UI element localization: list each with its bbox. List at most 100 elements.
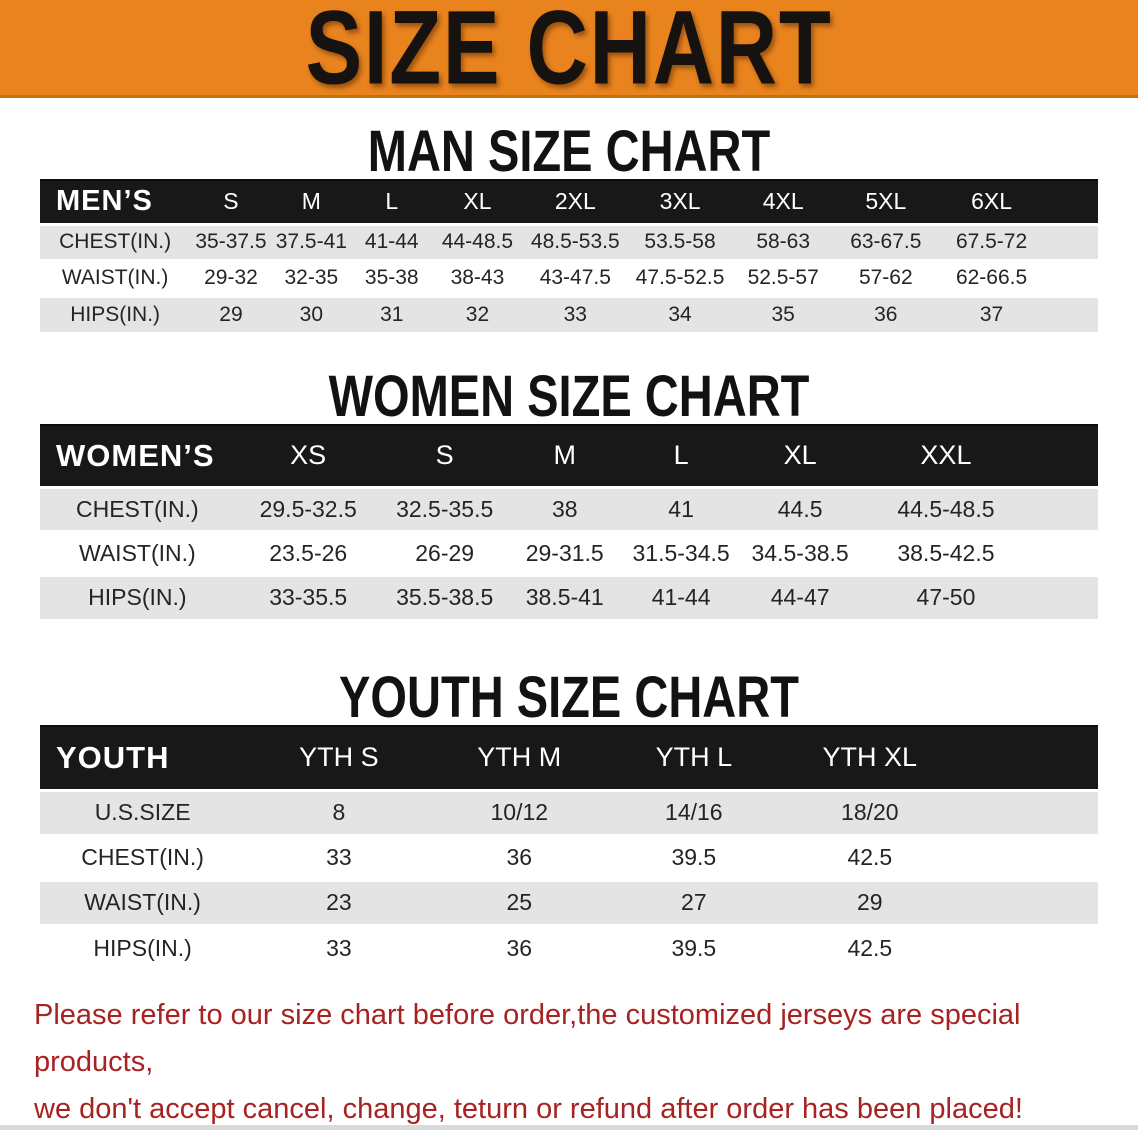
size-cell: 42.5 bbox=[781, 923, 1098, 970]
men-section-heading: MAN SIZE CHART bbox=[367, 117, 771, 184]
size-cell: 29 bbox=[781, 878, 1098, 925]
row-label: U.S.SIZE bbox=[40, 788, 246, 835]
women-corner-label: WOMEN’S bbox=[40, 424, 235, 488]
row-label: HIPS(IN.) bbox=[40, 573, 235, 619]
size-cell: 32 bbox=[432, 294, 523, 332]
youth-corner-label: YOUTH bbox=[40, 725, 246, 791]
men-column-header: XL bbox=[432, 179, 523, 225]
size-cell: 63-67.5 bbox=[834, 222, 938, 260]
table-row: CHEST(IN.) 33 36 39.5 42.5 bbox=[40, 833, 1098, 880]
size-cell: 33 bbox=[245, 833, 433, 880]
size-cell: 35.5-38.5 bbox=[381, 573, 508, 619]
size-cell: 32-35 bbox=[271, 258, 352, 296]
size-cell: 23.5-26 bbox=[234, 529, 382, 575]
women-column-header: S bbox=[381, 424, 508, 488]
size-cell: 53.5-58 bbox=[628, 222, 732, 260]
row-label: HIPS(IN.) bbox=[40, 923, 246, 970]
size-cell: 39.5 bbox=[606, 833, 782, 880]
size-cell: 37 bbox=[937, 294, 1098, 332]
men-column-header: 6XL bbox=[937, 179, 1098, 225]
men-size-table: MEN’S S M L XL 2XL 3XL 4XL 5XL 6XL CHEST… bbox=[40, 179, 1098, 332]
size-cell: 14/16 bbox=[606, 788, 782, 835]
disclaimer-line-2: we don't accept cancel, change, teturn o… bbox=[34, 1092, 1023, 1125]
size-cell: 26-29 bbox=[381, 529, 508, 575]
youth-section: YOUTH SIZE CHART YOUTH YTH S YTH M YTH L… bbox=[0, 663, 1138, 970]
table-row: CHEST(IN.) 29.5-32.5 32.5-35.5 38 41 44.… bbox=[40, 485, 1098, 531]
size-cell: 29 bbox=[190, 294, 272, 332]
table-row: U.S.SIZE 8 10/12 14/16 18/20 bbox=[40, 788, 1098, 835]
size-cell: 44.5-48.5 bbox=[859, 485, 1098, 531]
table-row: CHEST(IN.) 35-37.5 37.5-41 41-44 44-48.5… bbox=[40, 222, 1098, 260]
size-cell: 25 bbox=[432, 878, 607, 925]
men-column-header: L bbox=[351, 179, 433, 225]
size-cell: 18/20 bbox=[781, 788, 1098, 835]
size-cell: 31.5-34.5 bbox=[621, 529, 741, 575]
men-header-row: MEN’S S M L XL 2XL 3XL 4XL 5XL 6XL bbox=[40, 179, 1098, 225]
youth-column-header: YTH XL bbox=[781, 725, 1098, 791]
women-column-header: L bbox=[621, 424, 741, 488]
women-section-heading: WOMEN SIZE CHART bbox=[328, 362, 810, 429]
size-cell: 10/12 bbox=[432, 788, 607, 835]
youth-section-heading: YOUTH SIZE CHART bbox=[339, 663, 799, 730]
men-column-header: M bbox=[271, 179, 352, 225]
size-cell: 31 bbox=[351, 294, 433, 332]
row-label: CHEST(IN.) bbox=[40, 485, 235, 531]
women-size-table: WOMEN’S XS S M L XL XXL CHEST(IN.) 29.5-… bbox=[40, 424, 1098, 619]
size-cell: 36 bbox=[834, 294, 938, 332]
men-column-header: S bbox=[190, 179, 272, 225]
size-cell: 35-38 bbox=[351, 258, 433, 296]
size-cell: 41 bbox=[621, 485, 741, 531]
disclaimer: Please refer to our size chart before or… bbox=[0, 992, 1138, 1133]
size-cell: 58-63 bbox=[731, 222, 835, 260]
women-column-header: XXL bbox=[859, 424, 1098, 488]
size-cell: 67.5-72 bbox=[937, 222, 1098, 260]
size-cell: 34 bbox=[628, 294, 732, 332]
row-label: WAIST(IN.) bbox=[40, 529, 235, 575]
size-cell: 30 bbox=[271, 294, 352, 332]
table-row: HIPS(IN.) 29 30 31 32 33 34 35 36 37 bbox=[40, 294, 1098, 332]
size-cell: 38 bbox=[507, 485, 622, 531]
men-column-header: 3XL bbox=[628, 179, 732, 225]
size-cell: 33 bbox=[245, 923, 433, 970]
size-cell: 23 bbox=[245, 878, 433, 925]
size-cell: 38.5-42.5 bbox=[859, 529, 1098, 575]
size-cell: 62-66.5 bbox=[937, 258, 1098, 296]
youth-size-table: YOUTH YTH S YTH M YTH L YTH XL U.S.SIZE … bbox=[40, 725, 1098, 970]
row-label: CHEST(IN.) bbox=[40, 833, 246, 880]
banner-title: SIZE CHART bbox=[305, 0, 833, 107]
banner: SIZE CHART bbox=[0, 0, 1138, 107]
size-cell: 41-44 bbox=[351, 222, 433, 260]
men-column-header: 4XL bbox=[731, 179, 835, 225]
table-row: HIPS(IN.) 33-35.5 35.5-38.5 38.5-41 41-4… bbox=[40, 573, 1098, 619]
size-cell: 48.5-53.5 bbox=[522, 222, 629, 260]
men-column-header: 5XL bbox=[834, 179, 938, 225]
size-cell: 36 bbox=[432, 923, 607, 970]
women-header-row: WOMEN’S XS S M L XL XXL bbox=[40, 424, 1098, 488]
size-cell: 37.5-41 bbox=[271, 222, 352, 260]
size-cell: 47.5-52.5 bbox=[628, 258, 732, 296]
size-cell: 43-47.5 bbox=[522, 258, 629, 296]
size-cell: 38-43 bbox=[432, 258, 523, 296]
size-cell: 33 bbox=[522, 294, 629, 332]
men-column-header: 2XL bbox=[522, 179, 629, 225]
size-cell: 36 bbox=[432, 833, 607, 880]
size-cell: 44-47 bbox=[740, 573, 860, 619]
youth-column-header: YTH M bbox=[432, 725, 607, 791]
bottom-divider bbox=[0, 1125, 1138, 1130]
size-cell: 41-44 bbox=[621, 573, 741, 619]
size-cell: 34.5-38.5 bbox=[740, 529, 860, 575]
row-label: CHEST(IN.) bbox=[40, 222, 191, 260]
size-cell: 52.5-57 bbox=[731, 258, 835, 296]
size-cell: 33-35.5 bbox=[234, 573, 382, 619]
row-label: WAIST(IN.) bbox=[40, 878, 246, 925]
women-column-header: XL bbox=[740, 424, 860, 488]
youth-column-header: YTH S bbox=[245, 725, 433, 791]
size-cell: 35-37.5 bbox=[190, 222, 272, 260]
youth-column-header: YTH L bbox=[606, 725, 782, 791]
size-cell: 29-32 bbox=[190, 258, 272, 296]
size-cell: 35 bbox=[731, 294, 835, 332]
women-section: WOMEN SIZE CHART WOMEN’S XS S M L XL XXL bbox=[0, 362, 1138, 619]
women-column-header: XS bbox=[234, 424, 382, 488]
size-cell: 8 bbox=[245, 788, 433, 835]
